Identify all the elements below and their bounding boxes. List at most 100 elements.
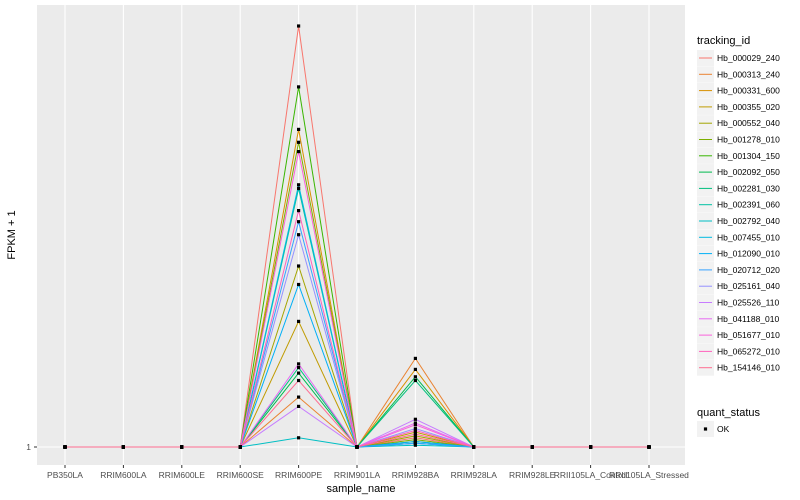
data-point (297, 24, 301, 28)
data-point (530, 445, 534, 449)
data-point (589, 445, 593, 449)
legend-item: Hb_000552_040 (697, 115, 780, 132)
legend-item: Hb_020712_020 (697, 261, 780, 278)
legend-label: Hb_154146_010 (717, 363, 780, 373)
legend: tracking_id Hb_000029_240Hb_000313_240Hb… (697, 35, 780, 437)
legend-label: Hb_000331_600 (717, 86, 780, 96)
data-point (297, 366, 301, 370)
x-tick-label: RRIM600SE (217, 470, 265, 480)
data-point (63, 445, 67, 449)
legend-shape-label: OK (717, 424, 730, 434)
data-point (413, 378, 417, 383)
legend-item: Hb_154146_010 (697, 359, 780, 376)
data-point (413, 356, 417, 360)
data-point (413, 423, 417, 427)
legend-label: Hb_000029_240 (717, 53, 780, 63)
data-point (297, 220, 301, 224)
data-point (297, 186, 301, 191)
data-point (472, 445, 476, 449)
legend-label: Hb_000313_240 (717, 69, 780, 79)
legend-label: Hb_001304_150 (717, 151, 780, 161)
legend-label: Hb_020712_020 (717, 265, 780, 275)
legend-item: Hb_025161_040 (697, 278, 780, 295)
legend-shape-title: quant_status (697, 407, 760, 419)
x-tick-label: RRIM600LE (159, 470, 206, 480)
legend-label: Hb_001278_010 (717, 135, 780, 145)
legend-label: Hb_041188_010 (717, 314, 780, 324)
series-points (63, 24, 651, 449)
data-point (413, 375, 417, 379)
data-point (297, 319, 301, 323)
legend-item: Hb_012090_010 (697, 245, 780, 262)
data-point (297, 436, 301, 440)
x-tick-label: RRIM928LA (451, 470, 498, 480)
data-point (297, 183, 301, 187)
data-point (413, 439, 417, 444)
x-tick-label: RRIM901LA (334, 470, 381, 480)
legend-label: Hb_007455_010 (717, 232, 780, 242)
legend-item: Hb_002792_040 (697, 213, 780, 229)
plot-panel (37, 5, 685, 465)
x-tick-label: RRIM928BA (392, 470, 440, 480)
legend-item: Hb_000331_600 (697, 82, 780, 99)
legend-item: Hb_051677_010 (697, 327, 780, 344)
data-point (297, 282, 301, 287)
legend-label: Hb_002391_060 (717, 200, 780, 210)
legend-label: Hb_002792_040 (717, 216, 780, 226)
x-axis-ticks: PB350LA RRIM600LA RRIM600LE RRIM600SE RRIM60… (47, 465, 689, 480)
legend-shape-marker (703, 427, 708, 431)
data-point (180, 445, 184, 449)
x-tick-label: RRIM928LE (509, 470, 556, 480)
data-point (297, 371, 301, 375)
legend-label: Hb_002281_030 (717, 183, 780, 193)
legend-item: Hb_007455_010 (697, 229, 780, 246)
data-point (413, 434, 417, 438)
legend-item: Hb_000355_020 (697, 98, 780, 115)
legend-item: Hb_002092_050 (697, 164, 780, 181)
legend-label: Hb_000552_040 (717, 118, 780, 128)
x-tick-label: RRII105LA_Stressed (609, 470, 689, 480)
data-point (413, 367, 417, 371)
legend-label: Hb_025161_040 (717, 281, 780, 291)
data-point (297, 85, 301, 89)
x-tick-label: RRII105LA_Control (554, 470, 628, 480)
data-point (297, 140, 301, 144)
legend-label: Hb_051677_010 (717, 330, 780, 340)
data-point (297, 127, 301, 131)
legend-label: Hb_025526_110 (717, 298, 780, 308)
data-point (297, 395, 301, 399)
data-point (238, 445, 242, 449)
data-point (297, 150, 301, 154)
legend-item: Hb_001304_150 (697, 147, 780, 164)
x-tick-label: RRIM600PE (275, 470, 323, 480)
y-axis-label: FPKM + 1 (6, 210, 18, 259)
legend-shape-item: OK (697, 421, 730, 437)
legend-label: Hb_065272_010 (717, 346, 780, 356)
legend-items: Hb_000029_240 Hb_000313_240 Hb_000331_600 H… (697, 50, 780, 376)
legend-item: Hb_002281_030 (697, 180, 780, 197)
x-axis-label: sample_name (326, 483, 395, 495)
data-point (413, 417, 417, 421)
data-point (413, 421, 417, 425)
legend-item: Hb_000029_240 (697, 50, 780, 66)
data-point (297, 233, 301, 237)
data-point (297, 362, 301, 366)
x-tick-label: RRIM600LA (100, 470, 147, 480)
data-point (121, 445, 125, 449)
legend-label: Hb_000355_020 (717, 102, 780, 112)
legend-item: Hb_041188_010 (697, 310, 780, 327)
data-point (413, 430, 417, 434)
legend-label: Hb_002092_050 (717, 167, 780, 177)
data-point (297, 404, 301, 408)
legend-item: Hb_065272_010 (697, 343, 780, 360)
data-point (413, 436, 417, 440)
data-point (297, 378, 301, 383)
y-tick-label: 1 (26, 442, 31, 452)
legend-item: Hb_000313_240 (697, 66, 780, 83)
x-tick-label: PB350LA (47, 470, 83, 480)
legend-title: tracking_id (697, 35, 750, 47)
data-point (413, 426, 417, 431)
data-point (413, 438, 417, 442)
data-point (647, 445, 651, 449)
